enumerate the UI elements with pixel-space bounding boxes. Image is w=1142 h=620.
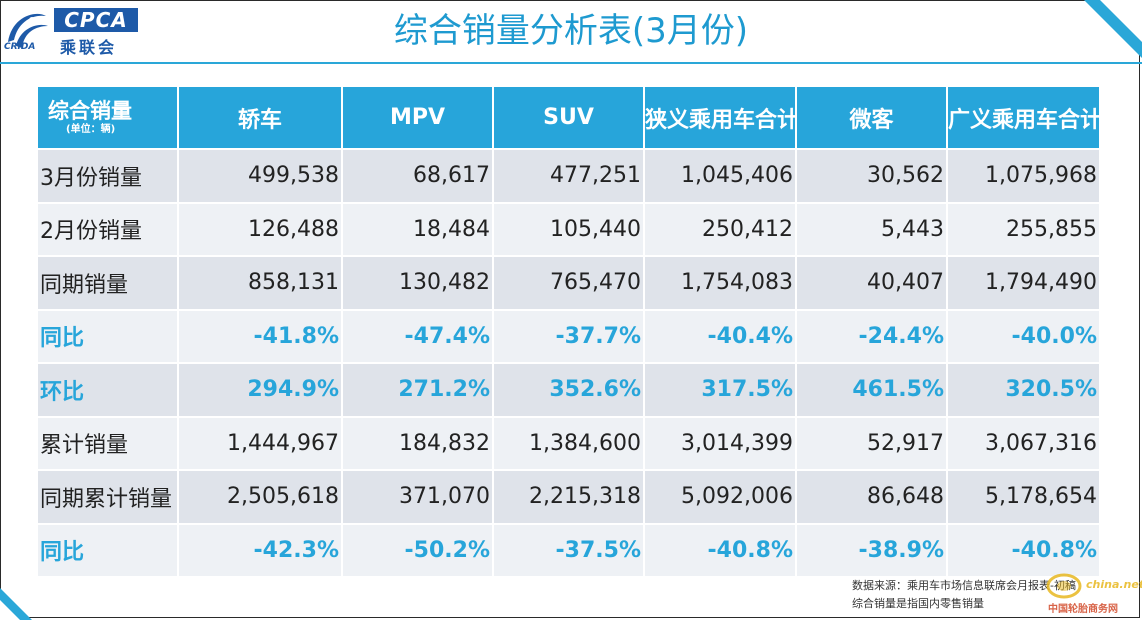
table-cell: 18,484 <box>342 202 494 257</box>
column-header: 轿车 <box>178 87 343 150</box>
logo-sub-text: CRIDA <box>4 42 36 52</box>
watermark-top-text: china.net <box>1086 578 1142 591</box>
column-header: SUV <box>493 87 645 150</box>
table-cell: -40.4% <box>644 309 797 364</box>
table-cell: 294.9% <box>178 363 343 418</box>
row-label: 同比 <box>38 309 179 364</box>
table-cell: 30,562 <box>796 149 948 204</box>
data-source-note: 数据来源：乘用车市场信息联席会月报表-初稿 <box>852 579 1076 592</box>
column-header: 狭义乘用车合计 <box>644 87 797 150</box>
table-cell: -40.8% <box>644 523 797 578</box>
table-cell: 1,444,967 <box>178 416 343 471</box>
table-cell: -24.4% <box>796 309 948 364</box>
cpca-swirl-icon <box>8 13 48 48</box>
table-cell: 3,014,399 <box>644 416 797 471</box>
definition-note: 综合销量是指国内零售销量 <box>852 597 984 610</box>
table-cell: 5,092,006 <box>644 470 797 525</box>
table-cell: 1,384,600 <box>493 416 645 471</box>
logo-cn-text: 乘联会 <box>60 38 118 57</box>
table-cell: 40,407 <box>796 256 948 311</box>
table-cell: -40.8% <box>947 523 1099 578</box>
table-row: 同期销量 858,131 130,482 765,470 1,754,083 4… <box>38 256 1099 311</box>
footnote: 数据来源：乘用车市场信息联席会月报表-初稿 综合销量是指国内零售销量 <box>852 577 1076 613</box>
row-label: 环比 <box>38 363 179 418</box>
header-divider <box>0 62 1142 64</box>
table-cell: 477,251 <box>493 149 645 204</box>
table-cell: 2,215,318 <box>493 470 645 525</box>
table-cell: 1,075,968 <box>947 149 1099 204</box>
table-row: 累计销量 1,444,967 184,832 1,384,600 3,014,3… <box>38 416 1099 471</box>
table-cell: 371,070 <box>342 470 494 525</box>
table-cell: 52,917 <box>796 416 948 471</box>
table-cell: 271.2% <box>342 363 494 418</box>
table-cell: 126,488 <box>178 202 343 257</box>
table-cell: 105,440 <box>493 202 645 257</box>
column-header: 微客 <box>796 87 948 150</box>
table-cell: 352.6% <box>493 363 645 418</box>
column-header: 广义乘用车合计 <box>947 87 1099 150</box>
row-label: 累计销量 <box>38 416 179 471</box>
table-cell: 461.5% <box>796 363 948 418</box>
row-label: 3月份销量 <box>38 149 179 204</box>
table-row-percent: 同比 -42.3% -50.2% -37.5% -40.8% -38.9% -4… <box>38 523 1099 578</box>
table-cell: -50.2% <box>342 523 494 578</box>
table-cell: 86,648 <box>796 470 948 525</box>
header-label: 综合销量 <box>48 99 132 124</box>
table-cell: 5,178,654 <box>947 470 1099 525</box>
table-cell: 499,538 <box>178 149 343 204</box>
table-cell: 255,855 <box>947 202 1099 257</box>
table-cell: 765,470 <box>493 256 645 311</box>
table-row: 2月份销量 126,488 18,484 105,440 250,412 5,4… <box>38 202 1099 257</box>
table-cell: -37.5% <box>493 523 645 578</box>
table-row: 3月份销量 499,538 68,617 477,251 1,045,406 3… <box>38 149 1099 204</box>
table-header-row: 综合销量 (单位：辆) 轿车 MPV SUV 狭义乘用车合计 微客 广义乘用车合… <box>38 87 1099 150</box>
table-row-percent: 同比 -41.8% -47.4% -37.7% -40.4% -24.4% -4… <box>38 309 1099 364</box>
table-cell: 3,067,316 <box>947 416 1099 471</box>
table-cell: 858,131 <box>178 256 343 311</box>
row-label: 同期累计销量 <box>38 470 179 525</box>
page-title: 综合销量分析表(3月份) <box>393 11 749 51</box>
row-label: 2月份销量 <box>38 202 179 257</box>
table-cell: 1,754,083 <box>644 256 797 311</box>
table-row-percent: 环比 294.9% 271.2% 352.6% 317.5% 461.5% 32… <box>38 363 1099 418</box>
column-header: MPV <box>342 87 494 150</box>
watermark-bottom-text: 中国轮胎商务网 <box>1048 604 1118 615</box>
cpca-logo: CPCA 乘联会 CRIDA <box>2 2 152 58</box>
table-cell: -47.4% <box>342 309 494 364</box>
table-cell: 130,482 <box>342 256 494 311</box>
sales-table: 综合销量 (单位：辆) 轿车 MPV SUV 狭义乘用车合计 微客 广义乘用车合… <box>38 87 1099 578</box>
table-cell: 68,617 <box>342 149 494 204</box>
table-cell: 317.5% <box>644 363 797 418</box>
table-row: 同期累计销量 2,505,618 371,070 2,215,318 5,092… <box>38 470 1099 525</box>
table-cell: 320.5% <box>947 363 1099 418</box>
table-cell: 5,443 <box>796 202 948 257</box>
table-cell: 184,832 <box>342 416 494 471</box>
row-label: 同比 <box>38 523 179 578</box>
header-unit: (单位：辆) <box>66 123 116 135</box>
tire-watermark-icon <box>1046 573 1082 599</box>
table-cell: 250,412 <box>644 202 797 257</box>
corner-decoration-top-right-inner <box>1100 0 1142 42</box>
logo-cpca-text: CPCA <box>54 8 138 32</box>
table-cell: -40.0% <box>947 309 1099 364</box>
table-cell: -38.9% <box>796 523 948 578</box>
table-cell: 2,505,618 <box>178 470 343 525</box>
table-cell: -41.8% <box>178 309 343 364</box>
row-label: 同期销量 <box>38 256 179 311</box>
header-cell-label: 综合销量 (单位：辆) <box>38 87 179 150</box>
table-cell: -37.7% <box>493 309 645 364</box>
watermark: china.net 中国轮胎商务网 <box>1046 572 1142 616</box>
corner-decoration-bottom-left-inner <box>0 600 20 620</box>
table-cell: 1,794,490 <box>947 256 1099 311</box>
table-cell: -42.3% <box>178 523 343 578</box>
table-cell: 1,045,406 <box>644 149 797 204</box>
